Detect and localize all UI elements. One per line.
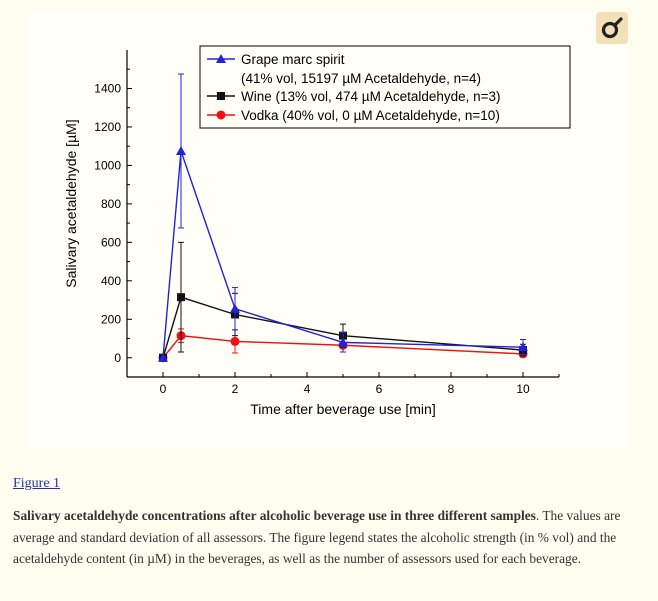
data-point: [518, 342, 528, 352]
y-tick-label: 400: [101, 274, 121, 288]
x-tick-label: 4: [304, 382, 311, 396]
legend-box: [199, 45, 571, 129]
legend-marker: [216, 110, 226, 120]
figure-panel: 0 200 400 600 800 1000 1200 1400 0 2 4 6 8 10 Time aft…: [28, 12, 628, 449]
chart: 0 200 400 600 800 1000 1200 1400 0 2 4 6 8 10 Time aft…: [63, 45, 571, 417]
caption-body: . The values are average and standard de…: [13, 508, 621, 566]
data-point: [176, 145, 186, 155]
figure-link[interactable]: Figure 1: [13, 476, 61, 491]
legend-label: Grape marc spirit: [241, 52, 345, 67]
y-tick-label: 1400: [94, 81, 121, 95]
legend-marker: [217, 92, 225, 100]
x-tick-label: 6: [376, 382, 383, 396]
x-tick-label: 2: [232, 382, 239, 396]
magnify-icon: [601, 17, 623, 39]
caption-title: Salivary acetaldehyde concentrations aft…: [13, 508, 536, 523]
x-axis-label: Time after beverage use [min]: [250, 401, 435, 417]
x-tick-label: 8: [448, 382, 455, 396]
zoom-button[interactable]: [596, 12, 628, 44]
y-tick-label: 600: [101, 235, 121, 249]
data-point: [230, 336, 240, 346]
legend-label-sub: (41% vol, 15197 µM Acetaldehyde, n=4): [241, 71, 481, 86]
legend-label: Vodka (40% vol, 0 µM Acetaldehyde, n=10): [241, 108, 500, 123]
y-tick-label: 200: [101, 312, 121, 326]
x-tick-label: 10: [516, 382, 530, 396]
y-tick-label: 800: [101, 197, 121, 211]
x-tick-label: 0: [160, 382, 167, 396]
data-point: [230, 303, 240, 313]
y-tick-label: 1000: [94, 158, 121, 172]
data-point: [158, 352, 168, 362]
legend-label: Wine (13% vol, 474 µM Acetaldehyde, n=3): [241, 89, 501, 104]
y-axis-label: Salivary acetaldehyde [µM]: [63, 119, 79, 287]
y-tick-label: 0: [114, 351, 121, 365]
y-tick-label: 1200: [94, 120, 121, 134]
data-point: [338, 337, 348, 347]
data-point: [177, 293, 185, 302]
legend-marker: [216, 54, 226, 63]
figure-caption: Salivary acetaldehyde concentrations aft…: [13, 505, 645, 570]
